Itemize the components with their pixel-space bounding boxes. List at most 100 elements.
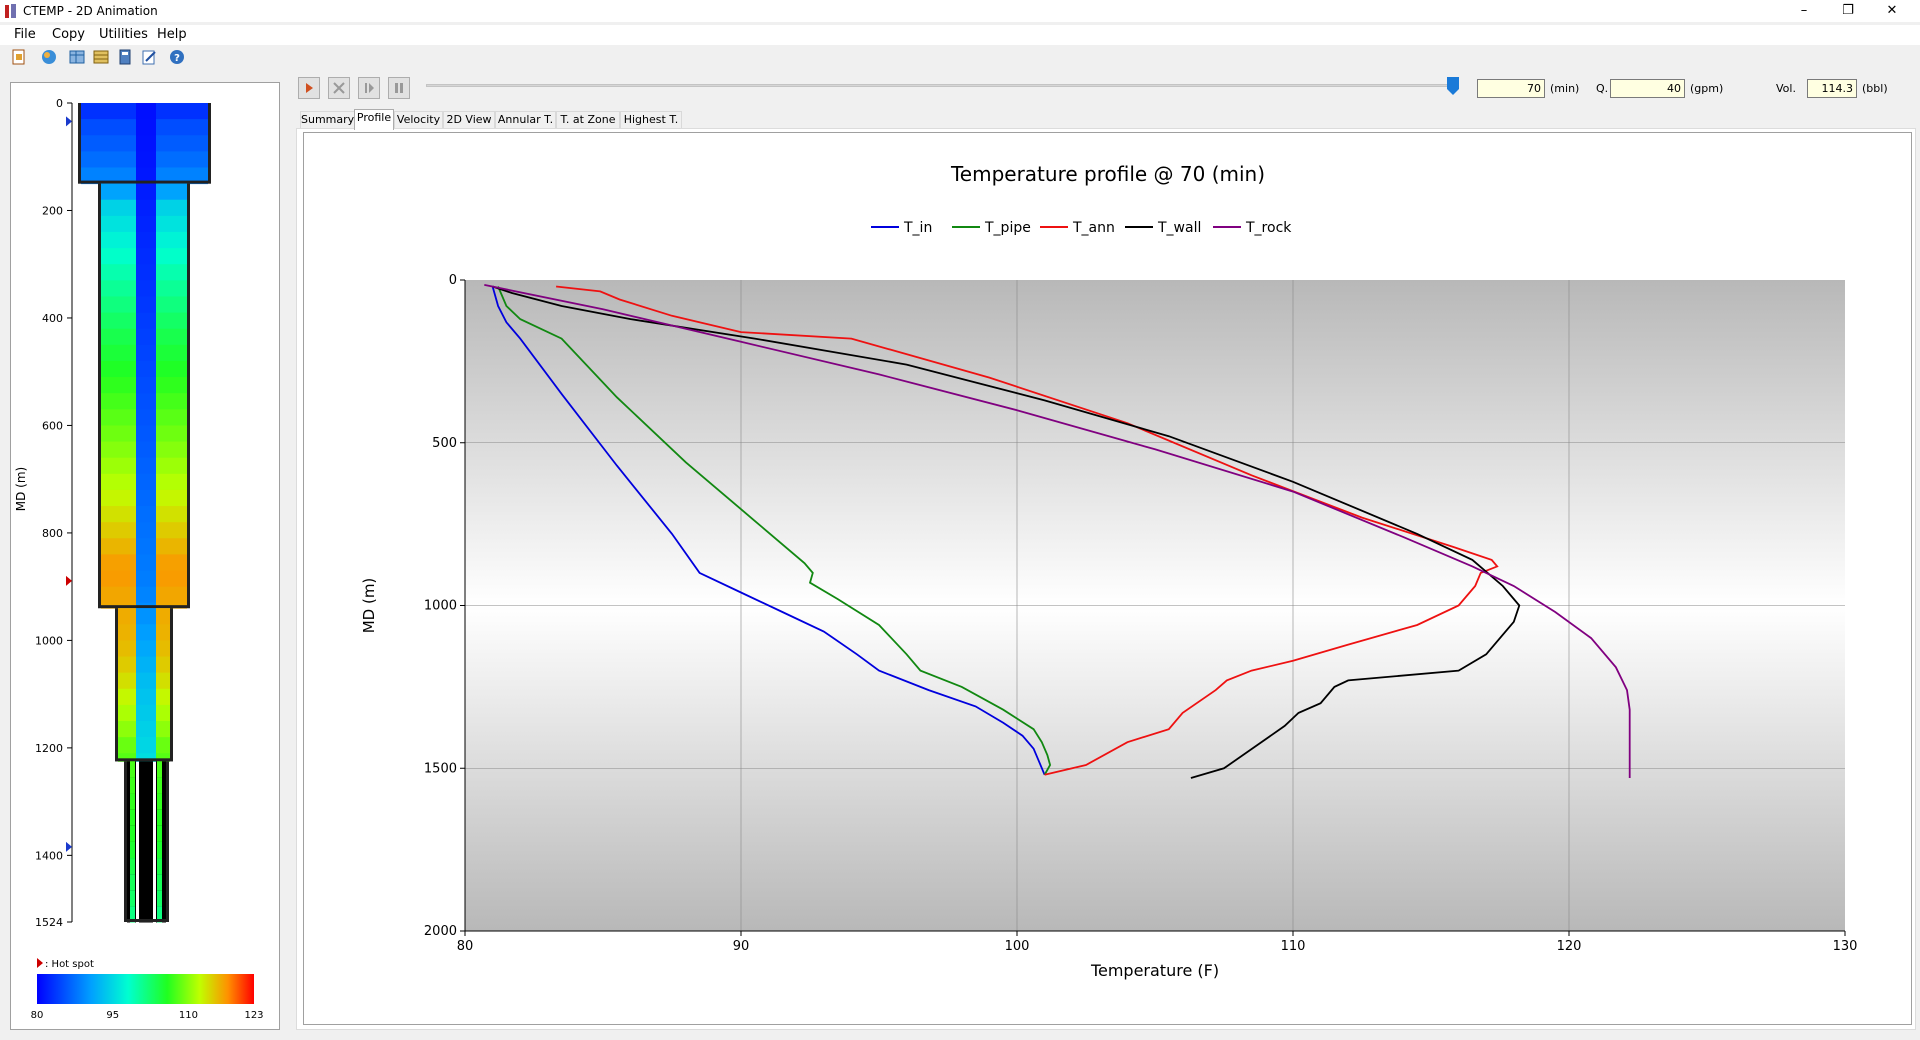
well-annulus-cell [118,656,136,674]
well-annulus-cell [101,522,136,539]
time-slider-thumb[interactable] [1447,77,1459,95]
well-annulus-cell [130,858,135,875]
well-pipe-cell [136,248,156,265]
well-annulus-cell [130,906,135,923]
hotspot-legend-label: : Hot spot [45,959,94,970]
pause-button[interactable] [388,77,410,99]
tab-profile[interactable]: Profile [354,109,394,130]
grid-icon[interactable] [68,48,86,66]
depth-marker-icon [66,841,72,852]
well-pipe-cell [136,624,156,641]
colorbar-tick-label: 110 [179,1010,198,1021]
well-annulus-cell [156,721,170,738]
calculator-icon[interactable] [116,48,134,66]
well-pipe-cell [139,777,153,795]
well-pipe-cell [136,135,156,152]
well-pipe-cell [139,825,153,843]
tab-2d-view[interactable]: 2D View [443,111,495,129]
well-pipe-cell [136,640,156,658]
help-icon[interactable]: ? [168,48,186,66]
x-tick-label: 120 [1557,939,1582,954]
y-tick-label: 500 [432,436,457,451]
well-annulus-cell [101,215,136,233]
menu-utilities[interactable]: Utilities [99,27,148,42]
well-annulus-cell [156,344,187,362]
menu-file[interactable]: File [14,27,36,42]
edit-icon[interactable] [140,48,158,66]
well-pipe-cell [136,264,156,281]
well-pipe-cell [136,199,156,217]
time-field[interactable]: 70 [1477,79,1545,98]
table-icon[interactable] [92,48,110,66]
close-button[interactable]: ✕ [1886,3,1898,18]
time-slider-track[interactable] [426,84,1456,87]
profile-chart-panel: Temperature profile @ 70 (min) T_in T_pip… [303,132,1912,1025]
toolbar: ? [0,46,1920,70]
x-tick-label: 130 [1833,939,1858,954]
q-field[interactable]: 40 [1610,79,1685,98]
well-annulus-cell [81,119,136,136]
well-annulus-cell [101,377,136,394]
well-schematic: MD (m) 0 200 400 600 800 1000 1200 1400 1524 : H… [14,97,264,1021]
tab-highest-t[interactable]: Highest T. [620,111,682,129]
well-annulus-cell [118,608,136,625]
well-annulus-cell [101,264,136,281]
tab-summary[interactable]: Summary [300,111,355,129]
well-tick-label: 1524 [35,916,63,929]
well-pipe-cell [136,457,156,475]
well-annulus-cell [156,215,187,233]
well-annulus-cell [101,312,136,330]
stop-button[interactable] [328,77,350,99]
globe-icon[interactable] [40,48,58,66]
well-annulus-cell [101,554,136,572]
well-annulus-cell [156,151,208,168]
y-tick-label: 2000 [424,924,457,939]
well-annulus-cell [130,874,135,891]
well-annulus-cell [156,457,187,475]
open-icon[interactable] [10,48,28,66]
minimize-button[interactable]: – [1800,3,1808,18]
grid-lines [465,280,1845,931]
well-annulus-cell [130,761,135,778]
menu-help[interactable]: Help [157,27,187,42]
well-pipe-cell [136,377,156,394]
temperature-profile-chart: Temperature profile @ 70 (min) T_in T_pip… [360,162,1858,980]
app-icon [5,4,16,18]
well-annulus-cell [156,425,187,443]
tab-velocity[interactable]: Velocity [394,111,443,129]
well-annulus-cell [157,777,162,795]
well-tick-label: 200 [42,204,63,217]
well-annulus-cell [101,586,136,604]
menu-copy[interactable]: Copy [52,27,85,42]
series-line-t-ann [556,285,1499,776]
well-annulus-cell [118,753,136,762]
restore-button[interactable]: ❐ [1842,3,1854,18]
tab-t-at-zone[interactable]: T. at Zone [556,111,620,129]
well-annulus-cell [101,538,136,555]
chart-title: Temperature profile @ 70 (min) [950,162,1265,186]
well-annulus-cell [101,506,136,523]
well-pipe-cell [136,704,156,722]
tab-annular-t[interactable]: Annular T. [495,111,556,129]
well-annulus-cell [101,280,136,297]
hotspot-marker-icon [37,958,43,968]
well-annulus-cell [157,809,162,827]
well-pipe-cell [136,506,156,523]
well-annulus-cell [101,360,136,378]
well-annulus-cell [118,737,136,754]
play-button[interactable] [298,77,320,99]
vol-field[interactable]: 114.3 [1807,79,1857,98]
well-pipe-cell [136,608,156,625]
legend-label: T_rock [1245,220,1292,236]
step-button[interactable] [358,77,380,99]
x-tick-label: 90 [733,939,750,954]
well-annulus-cell [156,360,187,378]
well-annulus-cell [101,344,136,362]
well-casing-wall [208,103,211,184]
well-annulus-cell [156,199,187,217]
well-annulus-cell [156,183,187,201]
well-annulus-cell [156,135,208,152]
well-annulus-cell [156,473,187,491]
y-tick-label: 1000 [424,599,457,614]
title-bar: CTEMP - 2D Animation – ❐ ✕ [0,0,1920,22]
